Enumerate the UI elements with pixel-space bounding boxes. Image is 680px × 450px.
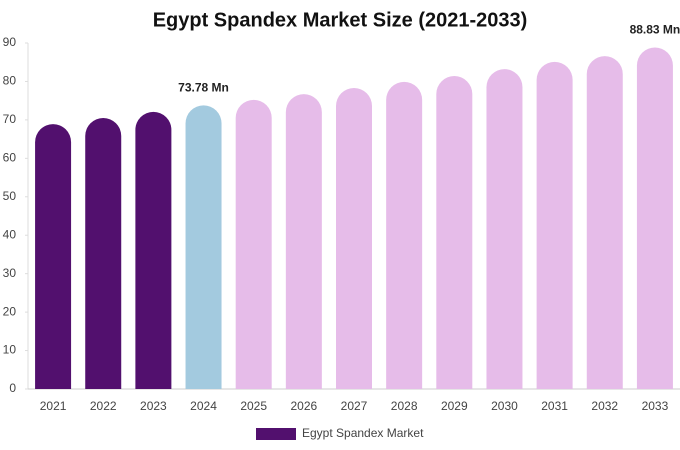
x-tick-label: 2031 — [541, 399, 568, 413]
x-tick-label: 2024 — [190, 399, 217, 413]
y-tick-label: 50 — [3, 189, 17, 203]
y-tick-label: 40 — [3, 227, 17, 241]
y-tick-label: 30 — [3, 266, 17, 280]
x-tick-label: 2022 — [90, 399, 117, 413]
x-tick-label: 2030 — [491, 399, 518, 413]
bar — [185, 105, 222, 390]
legend-swatch — [256, 428, 296, 440]
bar — [235, 99, 272, 390]
x-tick-label: 2026 — [290, 399, 317, 413]
bar — [35, 124, 72, 390]
bar — [285, 94, 322, 390]
x-tick-label: 2032 — [591, 399, 618, 413]
legend-label: Egypt Spandex Market — [302, 426, 424, 440]
bar — [586, 56, 623, 390]
value-label: 88.83 Mn — [630, 23, 680, 37]
bar — [135, 111, 172, 390]
y-tick-label: 80 — [3, 74, 17, 88]
x-tick-label: 2021 — [40, 399, 67, 413]
y-tick-label: 0 — [9, 381, 16, 395]
y-tick-label: 70 — [3, 112, 17, 126]
x-tick-label: 2029 — [441, 399, 468, 413]
bar — [536, 61, 573, 390]
bar — [436, 76, 473, 389]
chart-title: Egypt Spandex Market Size (2021-2033) — [153, 9, 528, 31]
bar — [336, 87, 372, 389]
bar — [386, 81, 423, 390]
x-tick-label: 2023 — [140, 399, 167, 413]
x-tick-label: 2027 — [341, 399, 368, 413]
y-tick-label: 20 — [3, 304, 17, 318]
y-tick-label: 10 — [3, 343, 17, 357]
bar — [636, 47, 673, 389]
x-tick-label: 2028 — [391, 399, 418, 413]
y-tick-label: 60 — [3, 151, 17, 165]
x-tick-label: 2025 — [240, 399, 267, 413]
bar — [85, 117, 122, 389]
y-tick-label: 90 — [3, 35, 17, 49]
x-tick-label: 2033 — [642, 399, 669, 413]
bar — [486, 69, 523, 390]
value-label: 73.78 Mn — [178, 81, 229, 95]
